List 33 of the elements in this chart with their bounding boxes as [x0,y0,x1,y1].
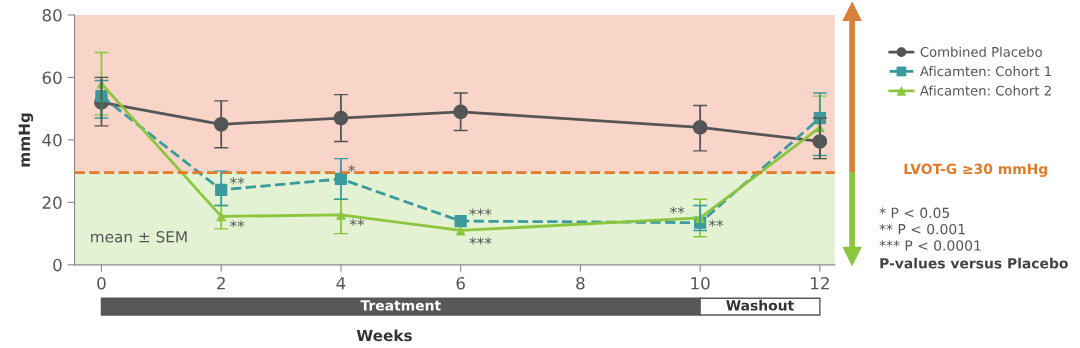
x-tick-label: 0 [97,276,106,290]
y-axis-title: mmHg [18,113,34,167]
annotation: ** [229,177,245,185]
text: Treatment [360,300,441,311]
y-tick-label: 40 [42,133,62,147]
x-tick-label: 6 [456,276,465,290]
y-tick-label: 0 [53,258,62,272]
annotation: *** [469,237,492,245]
x-tick-label: 2 [217,276,225,290]
x-axis-title: Weeks [356,329,412,342]
text: P-values versus Placebo [880,257,1068,269]
annotation: ** [708,219,724,227]
annotation: *** [469,208,492,216]
x-tick-label: 12 [811,276,829,290]
y-tick-label: 60 [42,71,62,84]
legend-label: Aficamten: Cohort 2 [919,85,1051,96]
x-tick-label: 4 [336,277,346,290]
x-tick-label: 10 [691,276,710,290]
text: Washout [726,299,794,311]
annotation: * [348,164,356,172]
ref-line-label: LVOT-G ≥30 mmHg [904,163,1048,177]
annotation: ** [229,220,245,228]
x-tick-label: 8 [576,276,585,290]
annotation: ** [670,206,685,214]
text: * P < 0.05 [879,207,950,219]
y-tick-label: 20 [42,196,62,209]
annotation: ** [349,218,365,226]
text: *** P < 0.0001 [879,240,981,251]
legend-label: Combined Placebo [920,46,1042,57]
text: ** P < 0.001 [879,223,965,235]
annotation: mean ± SEM [91,231,187,243]
legend-label: Aficamten: Cohort 1 [919,66,1051,77]
y-tick-label: 80 [42,8,62,22]
